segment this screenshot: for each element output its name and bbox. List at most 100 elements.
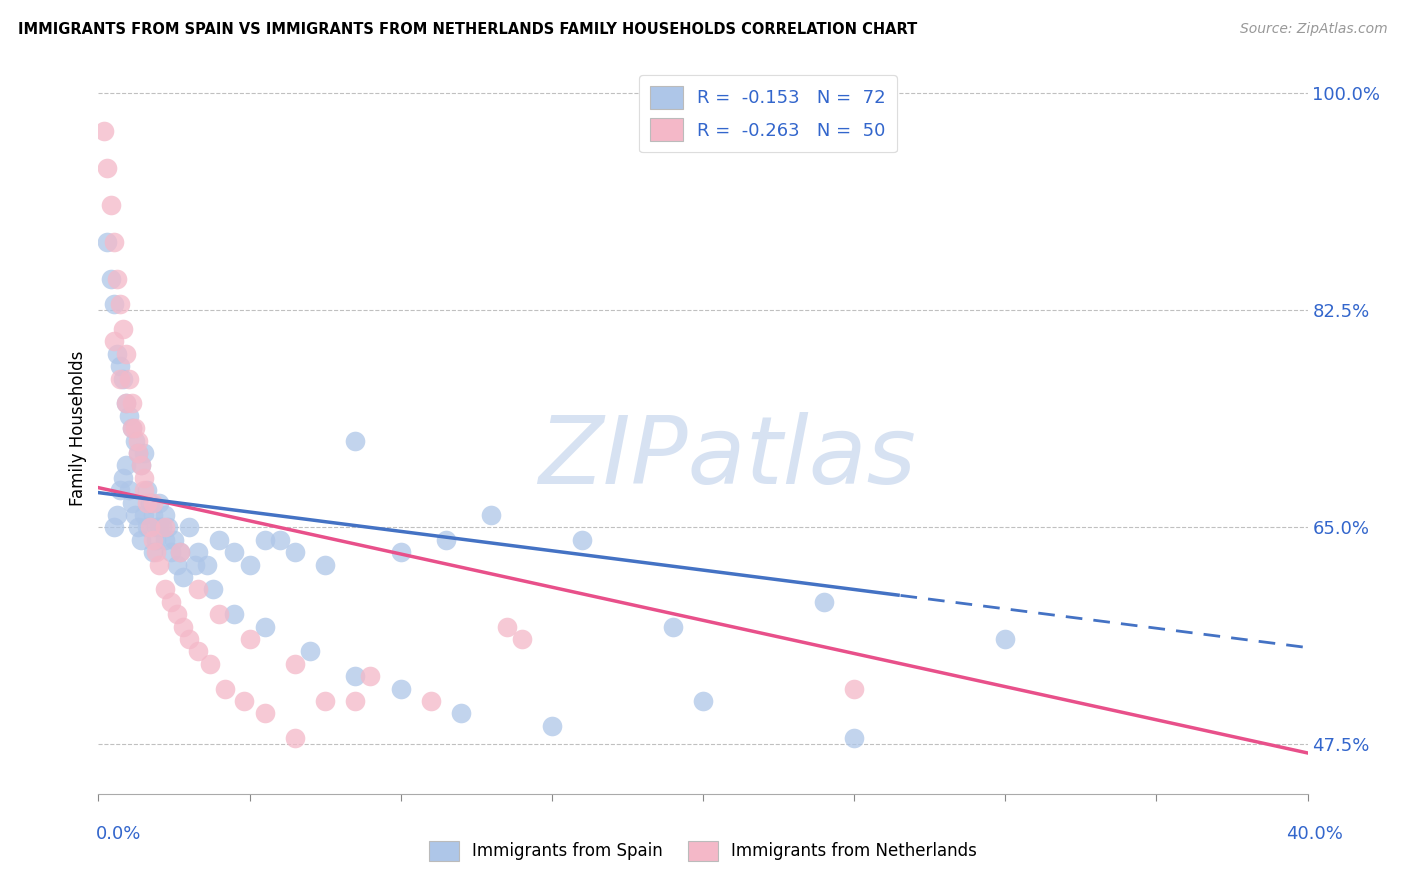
Point [214, 681, 236, 696]
Text: 0.0%: 0.0% [96, 825, 141, 843]
Point [571, 533, 593, 547]
Point [108, 371, 131, 385]
Point [111, 322, 134, 336]
Point [269, 533, 291, 547]
Point [208, 607, 231, 621]
Point [145, 533, 167, 547]
Point [105, 508, 128, 522]
Point [153, 533, 176, 547]
Text: ZIPatlas: ZIPatlas [538, 412, 917, 503]
Point [132, 471, 155, 485]
Point [360, 669, 382, 683]
Point [389, 681, 412, 696]
Point [108, 359, 131, 374]
Point [844, 681, 866, 696]
Point [148, 558, 170, 572]
Point [314, 694, 336, 708]
Point [139, 495, 162, 509]
Point [96, 235, 118, 250]
Point [142, 495, 165, 509]
Point [844, 731, 866, 745]
Point [450, 706, 472, 721]
Text: IMMIGRANTS FROM SPAIN VS IMMIGRANTS FROM NETHERLANDS FAMILY HOUSEHOLDS CORRELATI: IMMIGRANTS FROM SPAIN VS IMMIGRANTS FROM… [18, 22, 918, 37]
Point [344, 434, 367, 448]
Point [166, 558, 188, 572]
Point [253, 706, 276, 721]
Point [540, 719, 562, 733]
Point [420, 694, 443, 708]
Point [127, 520, 149, 534]
Point [510, 632, 533, 646]
Point [96, 161, 118, 175]
Point [103, 235, 125, 250]
Point [994, 632, 1017, 646]
Point [124, 508, 146, 522]
Point [169, 545, 191, 559]
Point [118, 371, 141, 385]
Point [434, 533, 457, 547]
Point [103, 334, 125, 349]
Point [179, 520, 201, 534]
Point [108, 483, 131, 497]
Point [132, 446, 155, 460]
Point [389, 545, 412, 559]
Point [121, 421, 143, 435]
Point [129, 533, 152, 547]
Point [135, 495, 157, 509]
Point [135, 520, 157, 534]
Point [344, 669, 367, 683]
Point [100, 198, 122, 212]
Point [132, 483, 155, 497]
Point [284, 657, 307, 671]
Point [127, 446, 149, 460]
Point [239, 558, 262, 572]
Point [129, 458, 152, 473]
Point [153, 508, 176, 522]
Text: 40.0%: 40.0% [1286, 825, 1343, 843]
Point [100, 272, 122, 286]
Point [93, 123, 115, 137]
Point [118, 483, 141, 497]
Text: Source: ZipAtlas.com: Source: ZipAtlas.com [1240, 22, 1388, 37]
Point [121, 396, 143, 410]
Legend: R =  -0.153   N =  72, R =  -0.263   N =  50: R = -0.153 N = 72, R = -0.263 N = 50 [640, 75, 897, 153]
Point [172, 570, 194, 584]
Point [105, 347, 128, 361]
Point [103, 520, 125, 534]
Point [179, 632, 201, 646]
Point [224, 545, 246, 559]
Point [114, 396, 136, 410]
Point [239, 632, 262, 646]
Point [108, 297, 131, 311]
Point [661, 619, 683, 633]
Point [148, 520, 170, 534]
Point [111, 371, 134, 385]
Point [253, 619, 276, 633]
Point [142, 533, 165, 547]
Point [153, 582, 176, 597]
Point [224, 607, 246, 621]
Point [121, 495, 143, 509]
Point [314, 558, 336, 572]
Point [692, 694, 714, 708]
Point [481, 508, 503, 522]
Point [127, 446, 149, 460]
Point [253, 533, 276, 547]
Point [166, 607, 188, 621]
Point [160, 545, 183, 559]
Point [145, 520, 167, 534]
Point [200, 657, 222, 671]
Point [142, 545, 165, 559]
Point [145, 545, 167, 559]
Point [156, 520, 179, 534]
Point [135, 483, 157, 497]
Point [163, 533, 186, 547]
Point [813, 595, 835, 609]
Point [139, 520, 162, 534]
Point [114, 396, 136, 410]
Point [121, 421, 143, 435]
Point [114, 347, 136, 361]
Point [124, 434, 146, 448]
Point [495, 619, 517, 633]
Point [184, 558, 207, 572]
